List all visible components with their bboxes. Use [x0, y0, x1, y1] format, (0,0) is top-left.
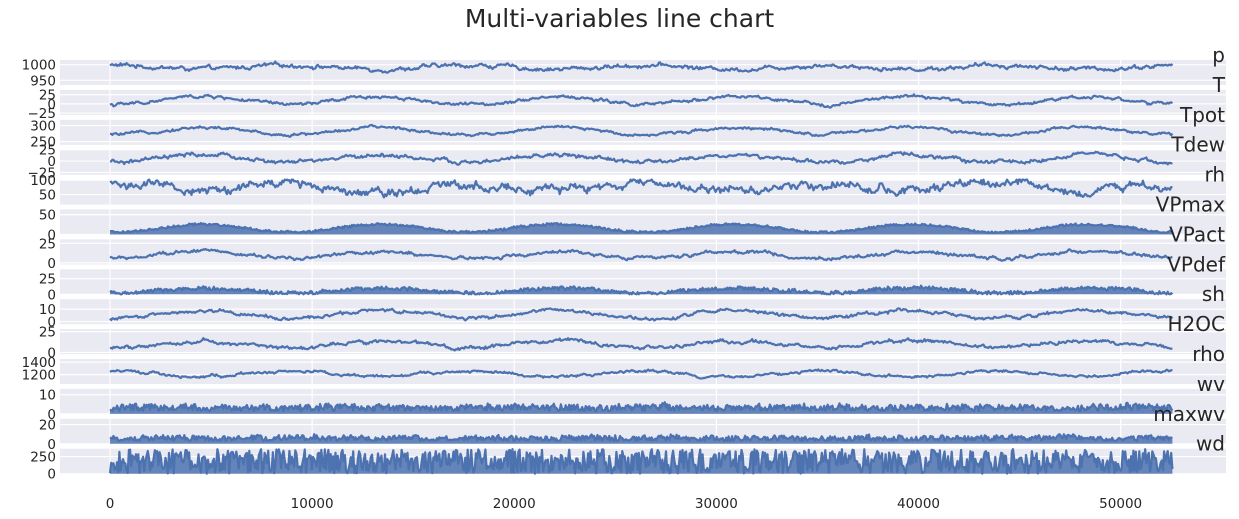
x-tick-label: 0: [106, 496, 115, 512]
y-tick-label: 25: [39, 88, 56, 104]
y-tick-label: 1000: [22, 58, 56, 74]
panel-T: 250−25 T: [28, 73, 1226, 122]
series-area-VPdef: [110, 285, 1173, 295]
x-tick-label: 10000: [291, 496, 334, 512]
series-line-Tpot: [109, 123, 1174, 138]
y-tick-label: 0: [47, 467, 56, 483]
y-tick-label: 25: [39, 236, 56, 252]
x-tick-label: 20000: [493, 496, 536, 512]
panel-label: Tpot: [1179, 103, 1225, 127]
y-tick-label: 0: [47, 407, 56, 423]
series-line-VPmax: [109, 221, 1174, 235]
series-line-p: [109, 60, 1174, 74]
y-tick-label: 100: [30, 173, 56, 189]
y-tick-label: 0: [47, 437, 56, 453]
series-area-VPmax: [110, 223, 1173, 235]
y-tick-label: 20: [39, 418, 56, 434]
panel-label: VPdef: [1167, 252, 1226, 276]
y-tick-label: 0: [47, 315, 56, 331]
panel-VPdef: 250 VPdef: [39, 252, 1226, 303]
series-line-Tdew: [109, 150, 1173, 166]
series-line-VPact: [109, 247, 1173, 262]
panel-label: VPmax: [1156, 193, 1225, 217]
y-tick-label: 0: [47, 287, 56, 303]
panel-sh: 100 sh: [39, 282, 1226, 331]
panel-label: Tdew: [1170, 133, 1225, 157]
panel-label: maxwv: [1153, 402, 1225, 426]
panel-label: wd: [1196, 432, 1225, 456]
y-tick-label: 50: [39, 208, 56, 224]
y-tick-label: 0: [47, 154, 56, 170]
series-line-sh: [109, 307, 1174, 322]
series-line-rho: [109, 368, 1173, 380]
panel-label: T: [1212, 73, 1226, 97]
panel-background: [60, 329, 1226, 355]
panel-label: sh: [1202, 282, 1225, 306]
y-tick-label: 950: [30, 73, 56, 89]
panel-label: H2OC: [1168, 312, 1225, 336]
chart-title: Multi-variables line chart: [464, 4, 775, 33]
y-tick-label: 0: [47, 345, 56, 361]
y-tick-label: 1200: [22, 368, 56, 384]
series-line-VPdef: [109, 284, 1174, 296]
y-tick-label: 50: [39, 188, 56, 204]
y-tick-label: 0: [47, 228, 56, 244]
panel-background: [60, 60, 1226, 85]
panel-wv: 10 0 wv: [39, 372, 1226, 423]
y-tick-label: 1400: [22, 355, 56, 371]
series-line-H2OC: [109, 337, 1173, 352]
series-line-wv: [109, 401, 1174, 413]
panel-label: p: [1212, 43, 1225, 67]
panel-label: wv: [1197, 372, 1225, 396]
panel-VPmax: 50 0 VPmax: [39, 193, 1226, 244]
y-tick-label: −25: [28, 165, 57, 181]
x-axis: 0 10000 20000 30000 40000 50000: [106, 496, 1142, 512]
y-tick-label: 25: [39, 143, 56, 159]
y-tick-label: 25: [39, 325, 56, 341]
series-area-maxwv: [110, 434, 1173, 444]
y-tick-label: −25: [28, 106, 57, 122]
y-tick-label: 0: [47, 256, 56, 272]
y-tick-label: 250: [30, 135, 56, 151]
panel-label: rho: [1192, 342, 1225, 366]
x-tick-label: 50000: [1099, 496, 1142, 512]
y-tick-label: 0: [47, 97, 56, 113]
panel-label: rh: [1204, 163, 1225, 187]
chart-panels: 1000950p250−25T300250Tpot250−25Tdew10050…: [22, 43, 1226, 483]
series-line-rh: [109, 178, 1173, 199]
x-tick-label: 40000: [897, 496, 940, 512]
y-tick-label: 250: [30, 450, 56, 466]
panel-background: [60, 89, 1226, 115]
x-tick-label: 30000: [695, 496, 738, 512]
series-line-T: [109, 93, 1174, 109]
panel-label: VPact: [1169, 222, 1225, 246]
y-tick-label: 300: [30, 119, 56, 135]
series-line-maxwv: [109, 433, 1173, 442]
y-tick-label: 25: [39, 272, 56, 288]
y-tick-label: 10: [39, 388, 56, 404]
series-line-wd: [108, 448, 1174, 475]
y-tick-label: 10: [39, 302, 56, 318]
